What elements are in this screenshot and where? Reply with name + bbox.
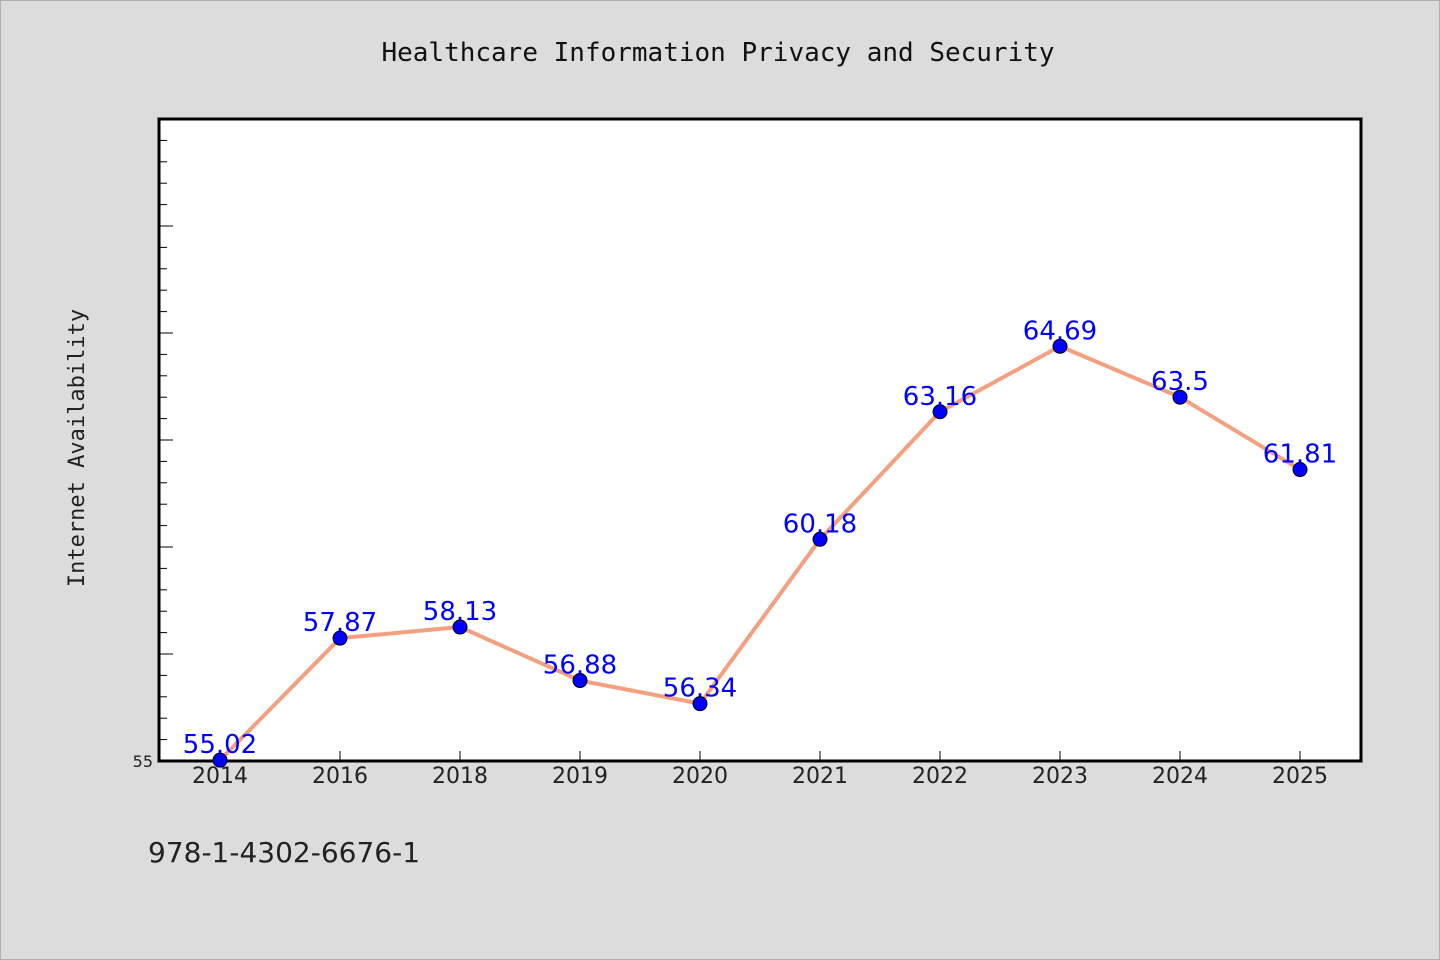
- data-label: 56.34: [663, 674, 737, 704]
- data-label: 55.02: [183, 730, 257, 760]
- x-tick-label: 2024: [1152, 764, 1208, 789]
- x-tick-label: 2019: [552, 764, 608, 789]
- data-label: 64.69: [1023, 316, 1097, 346]
- data-labels: 55.02 57.87 58.13 56.88 56.34 60.18 63.16 64.69…: [183, 316, 1337, 760]
- data-point: [812, 531, 828, 547]
- x-tick-label: 2016: [312, 764, 368, 789]
- y-tick-label: 55: [133, 752, 153, 771]
- x-tick-label: 2021: [792, 764, 848, 789]
- y-axis-ticks: 55: [133, 139, 173, 771]
- data-point: [572, 673, 588, 689]
- data-point: [932, 404, 948, 420]
- x-tick-label: 2020: [672, 764, 728, 789]
- x-tick-label: 2023: [1032, 764, 1088, 789]
- x-tick-label: 2025: [1272, 764, 1328, 789]
- data-point: [332, 630, 348, 646]
- data-point: [1292, 462, 1308, 478]
- x-tick-label: 2014: [192, 764, 248, 789]
- data-point: [1052, 338, 1068, 354]
- data-label: 61.81: [1263, 440, 1337, 470]
- x-axis-ticks: 2014 2016 2018 2019 2020 2021 2022 2023 2024 2025: [192, 751, 1328, 789]
- data-point: [1172, 389, 1188, 405]
- data-point: [212, 752, 228, 768]
- x-tick-label: 2018: [432, 764, 488, 789]
- data-label: 57.87: [303, 608, 377, 638]
- y-axis-label: Internet Availability: [65, 309, 90, 587]
- data-markers: [212, 338, 1308, 768]
- data-point: [452, 619, 468, 635]
- data-label: 63.16: [903, 382, 977, 412]
- data-label: 56.88: [543, 651, 617, 681]
- data-label: 60.18: [783, 509, 857, 539]
- plot-area: [157, 117, 1363, 763]
- chart-title: Healthcare Information Privacy and Secur…: [381, 38, 1054, 68]
- x-tick-label: 2022: [912, 764, 968, 789]
- footer-isbn: 978-1-4302-6676-1: [148, 836, 420, 869]
- data-point: [692, 696, 708, 712]
- data-label: 63.5: [1151, 367, 1209, 397]
- series-line: [218, 344, 1302, 762]
- data-label: 58.13: [423, 597, 497, 627]
